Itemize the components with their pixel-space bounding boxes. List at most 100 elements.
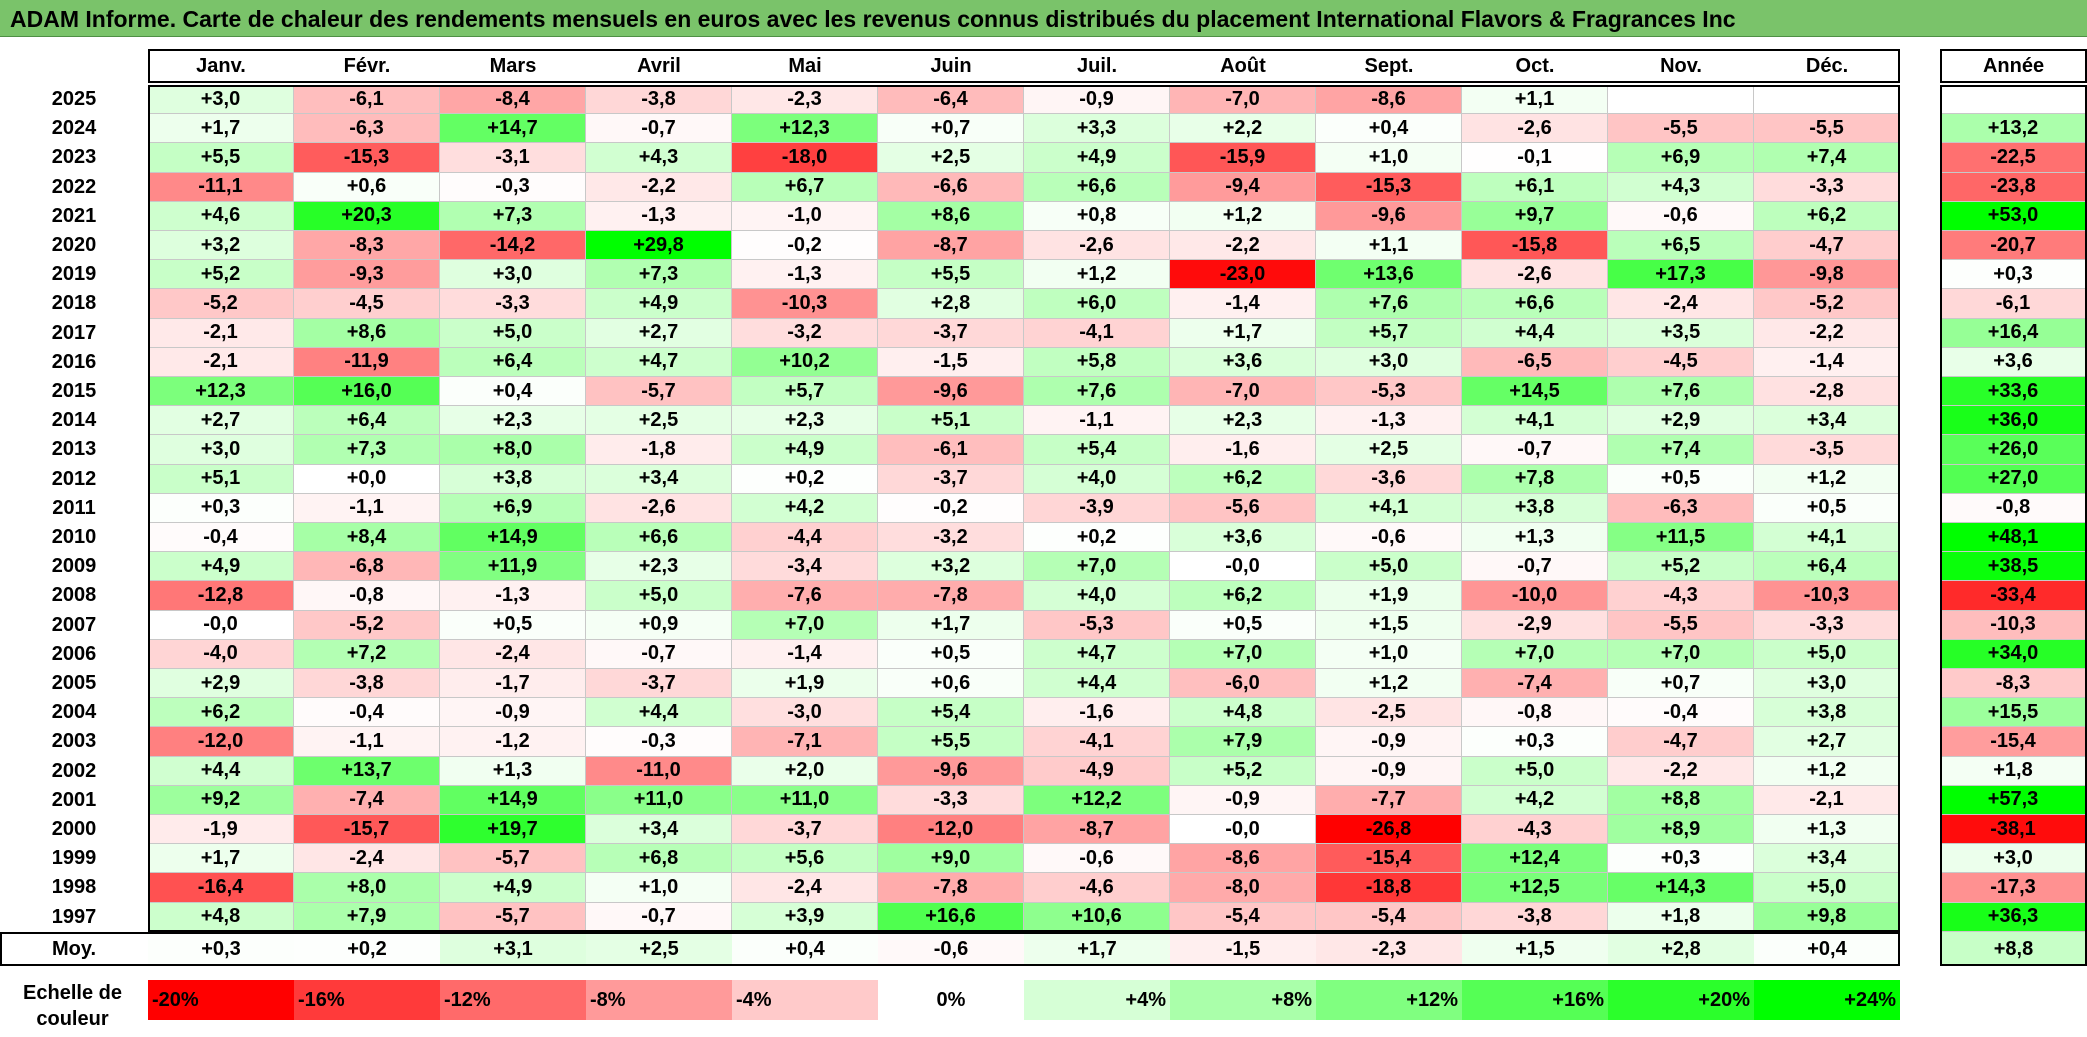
heatmap-cell: +8,6 bbox=[294, 318, 440, 348]
heatmap-cell: -4,1 bbox=[1024, 727, 1170, 757]
year-label: 2019 bbox=[51, 263, 97, 286]
heatmap-cell: -15,8 bbox=[1462, 231, 1608, 261]
heatmap-cell: -2,2 bbox=[1608, 756, 1754, 786]
heatmap-cell: +7,0 bbox=[1170, 639, 1316, 669]
year-label: 2007 bbox=[51, 613, 97, 636]
heatmap-cell: +12,3 bbox=[732, 114, 878, 144]
year-label: 2016 bbox=[51, 350, 97, 373]
heatmap-cell: +3,4 bbox=[1754, 406, 1900, 436]
heatmap-cell: +3,6 bbox=[1170, 523, 1316, 553]
heatmap-cell: +10,6 bbox=[1024, 902, 1170, 932]
heatmap-cell: +16,6 bbox=[878, 902, 1024, 932]
heatmap-cell: -1,6 bbox=[1170, 435, 1316, 465]
heatmap-cell: -4,5 bbox=[294, 289, 440, 319]
month-header: Juin bbox=[930, 54, 972, 77]
heatmap-cell: -0,3 bbox=[586, 727, 732, 757]
heatmap-cell: +2,9 bbox=[1608, 406, 1754, 436]
heatmap-cell: +13,6 bbox=[1316, 260, 1462, 290]
heatmap-cell: +0,8 bbox=[1024, 201, 1170, 231]
year-label: 2013 bbox=[51, 438, 97, 461]
annual-cell: -22,5 bbox=[1940, 143, 2087, 173]
heatmap-cell: +0,2 bbox=[1024, 523, 1170, 553]
heatmap-cell: -10,3 bbox=[1754, 581, 1900, 611]
heatmap-cell: +1,3 bbox=[1754, 815, 1900, 845]
annual-cell: +13,2 bbox=[1940, 114, 2087, 144]
heatmap-cell: +4,3 bbox=[586, 143, 732, 173]
heatmap-cell: +7,4 bbox=[1608, 435, 1754, 465]
heatmap-cell: -9,8 bbox=[1754, 260, 1900, 290]
heatmap-cell: -0,8 bbox=[294, 581, 440, 611]
annual-cell: +16,4 bbox=[1940, 318, 2087, 348]
heatmap-cell: -3,7 bbox=[586, 669, 732, 699]
heatmap-cell: +4,9 bbox=[732, 435, 878, 465]
heatmap-cell: -4,1 bbox=[1024, 318, 1170, 348]
heatmap-cell: -7,4 bbox=[294, 785, 440, 815]
annual-cell: -10,3 bbox=[1940, 610, 2087, 640]
heatmap-cell: -0,9 bbox=[1316, 756, 1462, 786]
heatmap-cell: -0,7 bbox=[586, 902, 732, 932]
heatmap-cell: -0,4 bbox=[1608, 698, 1754, 728]
heatmap-cell: -1,1 bbox=[1024, 406, 1170, 436]
heatmap-cell: +2,7 bbox=[586, 318, 732, 348]
heatmap-cell: +6,2 bbox=[1170, 464, 1316, 494]
average-cell: -0,6 bbox=[878, 932, 1024, 966]
heatmap-cell: +0,3 bbox=[1462, 727, 1608, 757]
month-header: Janv. bbox=[196, 54, 246, 77]
heatmap-cell: +1,5 bbox=[1316, 610, 1462, 640]
heatmap-cell: -4,0 bbox=[148, 639, 294, 669]
average-annual-cell: +8,8 bbox=[1940, 932, 2087, 966]
heatmap-cell: +4,8 bbox=[1170, 698, 1316, 728]
heatmap-cell: +0,7 bbox=[1608, 669, 1754, 699]
year-label: 2024 bbox=[51, 117, 97, 140]
heatmap-cell: -3,3 bbox=[1754, 610, 1900, 640]
heatmap-cell: -2,3 bbox=[732, 85, 878, 115]
heatmap-cell: -0,7 bbox=[1462, 552, 1608, 582]
heatmap-cell: -11,9 bbox=[294, 347, 440, 377]
heatmap-cell: -5,7 bbox=[586, 377, 732, 407]
color-scale-swatch: -20% bbox=[148, 980, 294, 1020]
heatmap-cell: +1,0 bbox=[1316, 639, 1462, 669]
heatmap-cell: -3,3 bbox=[440, 289, 586, 319]
heatmap-cell: +4,4 bbox=[1024, 669, 1170, 699]
heatmap-cell: +7,8 bbox=[1462, 464, 1608, 494]
heatmap-cell: +0,7 bbox=[878, 114, 1024, 144]
heatmap-cell: +7,3 bbox=[586, 260, 732, 290]
heatmap-cell: +5,5 bbox=[878, 260, 1024, 290]
heatmap-cell: +7,3 bbox=[294, 435, 440, 465]
heatmap-cell: +6,6 bbox=[586, 523, 732, 553]
heatmap-cell: +14,7 bbox=[440, 114, 586, 144]
heatmap-cell: +0,4 bbox=[1316, 114, 1462, 144]
heatmap-cell: +10,2 bbox=[732, 347, 878, 377]
heatmap-cell: -15,7 bbox=[294, 815, 440, 845]
heatmap-cell: +4,2 bbox=[1462, 785, 1608, 815]
year-label: 2009 bbox=[51, 555, 97, 578]
heatmap-cell: -11,0 bbox=[586, 756, 732, 786]
heatmap-cell: -8,6 bbox=[1170, 844, 1316, 874]
heatmap-cell: -9,6 bbox=[878, 756, 1024, 786]
heatmap-cell: +6,4 bbox=[1754, 552, 1900, 582]
year-label: 2004 bbox=[51, 701, 97, 724]
annual-cell: -20,7 bbox=[1940, 231, 2087, 261]
average-cell: +1,5 bbox=[1462, 932, 1608, 966]
heatmap-cell: -3,8 bbox=[586, 85, 732, 115]
heatmap-cell: -0,7 bbox=[586, 114, 732, 144]
annual-cell: +53,0 bbox=[1940, 201, 2087, 231]
year-label: 2000 bbox=[51, 818, 97, 841]
heatmap-cell: -1,2 bbox=[440, 727, 586, 757]
heatmap-cell: +0,5 bbox=[440, 610, 586, 640]
heatmap-cell: +7,6 bbox=[1608, 377, 1754, 407]
heatmap-cell: +3,8 bbox=[440, 464, 586, 494]
heatmap-cell: -0,2 bbox=[732, 231, 878, 261]
heatmap-cell: +2,2 bbox=[1170, 114, 1316, 144]
heatmap-cell: +12,3 bbox=[148, 377, 294, 407]
heatmap-cell: -1,7 bbox=[440, 669, 586, 699]
heatmap-cell: -8,3 bbox=[294, 231, 440, 261]
month-header: Févr. bbox=[343, 54, 391, 77]
heatmap-cell: +16,0 bbox=[294, 377, 440, 407]
heatmap-cell: +4,9 bbox=[148, 552, 294, 582]
heatmap-cell: +0,5 bbox=[1170, 610, 1316, 640]
heatmap-cell: +5,8 bbox=[1024, 347, 1170, 377]
heatmap-cell: +5,2 bbox=[1170, 756, 1316, 786]
heatmap-cell: +1,3 bbox=[440, 756, 586, 786]
heatmap-cell: -7,1 bbox=[732, 727, 878, 757]
